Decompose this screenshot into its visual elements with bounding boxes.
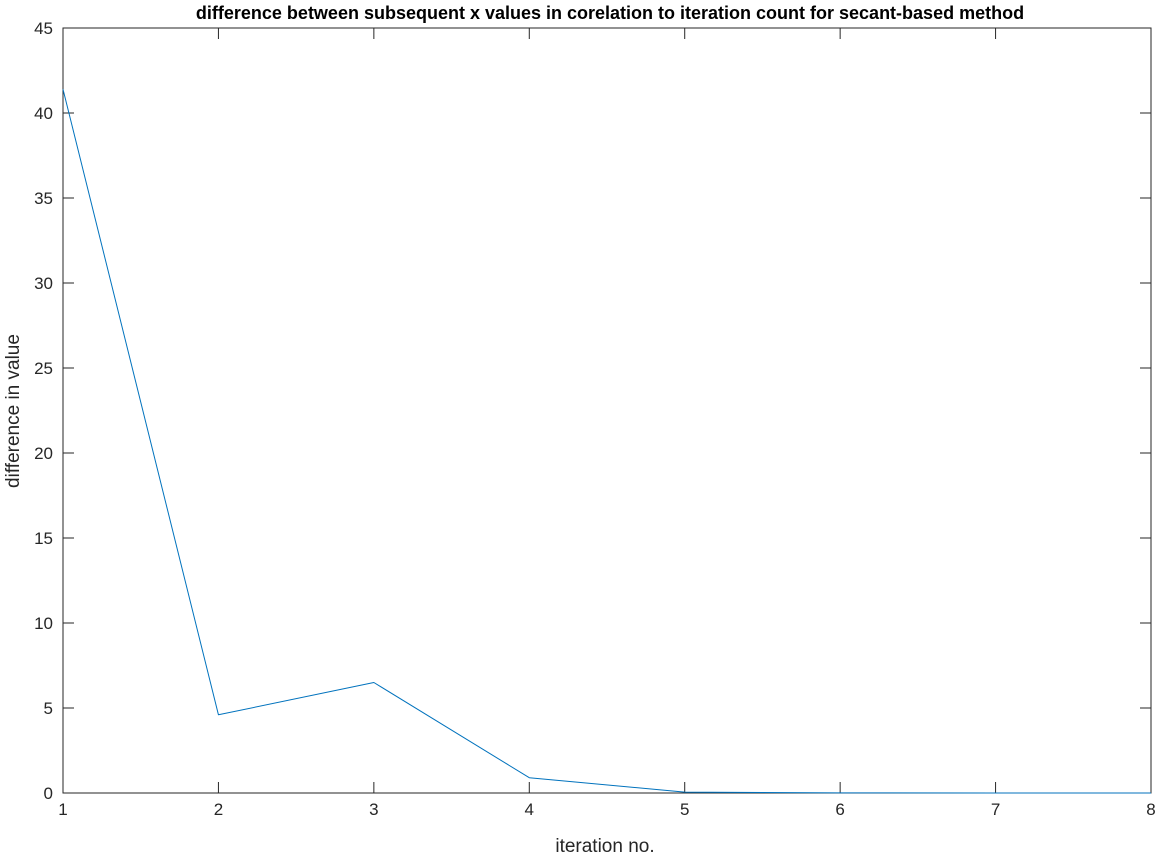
- y-tick-label: 30: [34, 274, 53, 293]
- y-tick-label: 5: [44, 699, 53, 718]
- x-axis: 1 2 3 4 5 6 7 8: [58, 28, 1156, 819]
- x-axis-label: iteration no.: [555, 836, 654, 856]
- axes-box: [62, 27, 1152, 794]
- y-tick-label: 10: [34, 614, 53, 633]
- y-tick-label: 45: [34, 19, 53, 38]
- x-tick-label: 4: [525, 800, 534, 819]
- series-line: [62, 89, 1151, 794]
- x-tick-label: 8: [1146, 800, 1155, 819]
- y-tick-label: 25: [34, 359, 53, 378]
- x-tick-label: 3: [369, 800, 378, 819]
- y-axis: 0 5 10 15 20 25 30 35 40 45: [34, 19, 1151, 803]
- y-tick-label: 20: [34, 444, 53, 463]
- y-tick-label: 15: [34, 529, 53, 548]
- chart-title: difference between subsequent x values i…: [196, 3, 1024, 23]
- x-tick-label: 2: [214, 800, 223, 819]
- y-axis-label: difference in value: [3, 334, 24, 488]
- series-layer: [62, 89, 1151, 794]
- x-tick-label: 7: [991, 800, 1000, 819]
- y-tick-label: 40: [34, 104, 53, 123]
- x-tick-label: 5: [680, 800, 689, 819]
- y-tick-label: 35: [34, 189, 53, 208]
- y-tick-label: 0: [44, 784, 53, 803]
- x-tick-label: 1: [58, 800, 67, 819]
- x-tick-label: 6: [835, 800, 844, 819]
